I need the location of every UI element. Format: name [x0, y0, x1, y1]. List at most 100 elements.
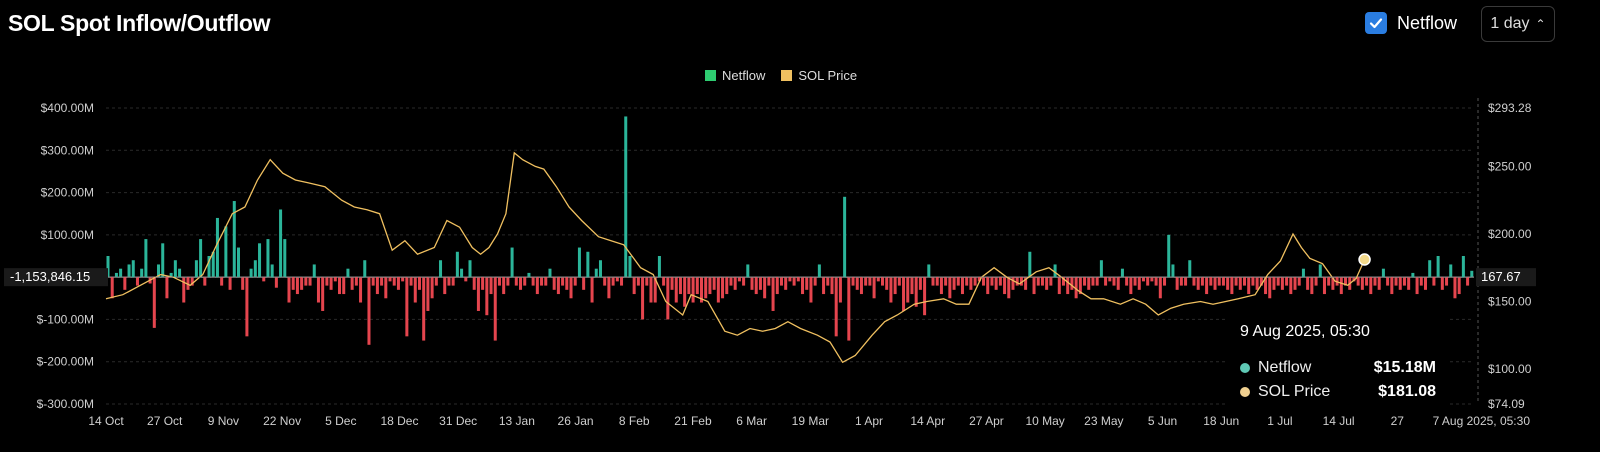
netflow-bar: [460, 269, 463, 277]
netflow-bar: [313, 264, 316, 277]
netflow-bar: [708, 277, 711, 294]
netflow-bar: [519, 277, 522, 290]
netflow-bar: [384, 277, 387, 298]
netflow-bar: [759, 277, 762, 290]
netflow-bar: [346, 269, 349, 277]
netflow-bar: [275, 277, 278, 288]
netflow-bar: [1272, 277, 1275, 290]
netflow-bar: [696, 277, 699, 294]
netflow-bar: [334, 277, 337, 281]
x-tick-label: 23 May: [1084, 414, 1123, 428]
price-line: [106, 153, 1370, 362]
netflow-bar: [1395, 277, 1398, 285]
tooltip-date: 9 Aug 2025, 05:30: [1240, 323, 1370, 341]
netflow-bar: [418, 277, 421, 290]
y-left-tick-label: $-100.00M: [37, 312, 94, 326]
netflow-bar: [1407, 277, 1410, 290]
netflow-bar: [1357, 277, 1360, 285]
netflow-bar: [969, 277, 972, 290]
netflow-bar: [426, 277, 429, 311]
netflow-bar: [1205, 277, 1208, 294]
x-tick-label: 10 May: [1025, 414, 1064, 428]
netflow-bar: [292, 277, 295, 290]
netflow-bar: [881, 277, 884, 285]
netflow-bar: [1121, 269, 1124, 277]
netflow-bar: [1184, 277, 1187, 285]
x-tick-label: 13 Jan: [499, 414, 535, 428]
y-right-tick-label: $250.00: [1488, 159, 1532, 173]
netflow-bar: [262, 277, 265, 281]
netflow-bar: [772, 277, 775, 311]
netflow-bar: [536, 277, 539, 294]
netflow-bar: [220, 277, 223, 285]
netflow-bar: [178, 269, 181, 277]
x-tick-label: 18 Jun: [1203, 414, 1239, 428]
netflow-bar: [734, 277, 737, 290]
netflow-bar: [717, 277, 720, 302]
netflow-bar: [1294, 277, 1297, 290]
y-axis-left: $400.00M $300.00M $200.00M $100.00M $-100.00…: [37, 101, 94, 411]
netflow-bar: [1289, 277, 1292, 294]
netflow-bar: [250, 269, 253, 277]
netflow-bar: [506, 277, 509, 285]
netflow-bar: [784, 277, 787, 290]
netflow-bar: [452, 277, 455, 285]
netflow-bar: [245, 277, 248, 336]
netflow-bar: [856, 277, 859, 290]
netflow-bar: [767, 277, 770, 285]
x-tick-label: 9 Nov: [208, 414, 239, 428]
netflow-bar: [776, 277, 779, 294]
price-point-marker: [1359, 254, 1370, 265]
netflow-bar: [1323, 277, 1326, 294]
x-tick-label: 21 Feb: [674, 414, 712, 428]
netflow-bar: [624, 116, 627, 277]
netflow-bar: [447, 277, 450, 285]
netflow-bar: [713, 277, 716, 290]
netflow-bar: [755, 277, 758, 294]
x-tick-label: 19 Mar: [792, 414, 829, 428]
netflow-bar: [481, 277, 484, 290]
netflow-bar: [338, 277, 341, 294]
netflow-bar: [830, 277, 833, 294]
netflow-bar: [953, 277, 956, 290]
netflow-bar: [1146, 277, 1149, 285]
netflow-bar: [1437, 256, 1440, 277]
netflow-bar: [342, 277, 345, 294]
netflow-bar: [1007, 277, 1010, 298]
netflow-bar: [1382, 269, 1385, 277]
x-tick-label: 5 Dec: [325, 414, 356, 428]
netflow-bar: [1373, 277, 1376, 285]
tooltip-row-price: SOL Price $181.08: [1240, 383, 1436, 401]
y-axis-right: $293.28$250.00$200.00$150.00$100.00$74.0…: [1488, 101, 1532, 411]
netflow-bar: [725, 277, 728, 294]
netflow-bar: [898, 277, 901, 285]
netflow-bar: [1403, 277, 1406, 285]
netflow-bar: [649, 277, 652, 302]
netflow-bar: [1432, 277, 1435, 285]
netflow-bar: [565, 277, 568, 290]
netflow-bar: [279, 209, 282, 277]
netflow-bar: [161, 243, 164, 277]
x-tick-label: 22 Nov: [263, 414, 301, 428]
netflow-bar: [132, 260, 135, 277]
netflow-bar: [826, 277, 829, 285]
netflow-bar: [1399, 277, 1402, 290]
netflow-bar: [389, 277, 392, 281]
netflow-bar: [658, 256, 661, 277]
netflow-bar: [1306, 277, 1309, 290]
netflow-bar: [258, 243, 261, 277]
netflow-bar: [287, 277, 290, 302]
netflow-bar: [873, 277, 876, 298]
netflow-bar: [1113, 277, 1116, 285]
netflow-bar: [860, 277, 863, 294]
x-tick-label: 5 Jun: [1148, 414, 1177, 428]
netflow-bar: [1458, 277, 1461, 294]
y-left-tick-label: $100.00M: [41, 228, 94, 242]
netflow-bar: [721, 277, 724, 298]
netflow-bar: [1100, 260, 1103, 277]
netflow-bar: [793, 277, 796, 285]
netflow-bar: [1070, 277, 1073, 290]
tooltip-row-netflow: Netflow $15.18M: [1240, 359, 1436, 377]
tooltip-label-netflow: Netflow: [1258, 359, 1374, 377]
netflow-bar: [1209, 277, 1212, 285]
